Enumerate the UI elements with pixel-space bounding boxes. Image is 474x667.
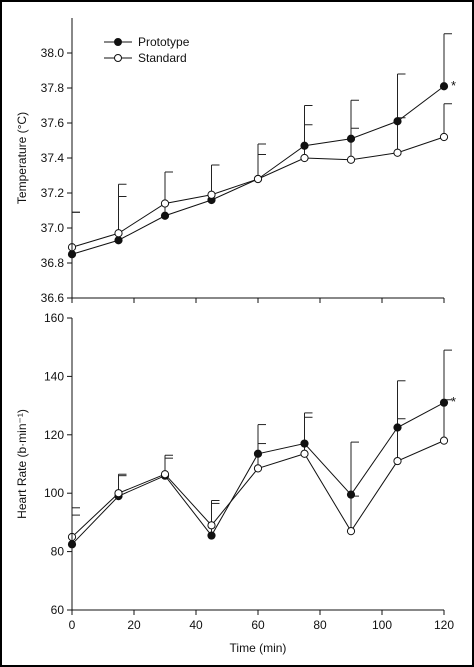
heart-rate-standard-data-point — [114, 489, 123, 498]
legend-label-prototype: Prototype — [138, 35, 190, 49]
temperature-y-tick-label: 38.0 — [41, 46, 65, 60]
temperature-standard-data-point — [114, 229, 123, 238]
temperature-standard-data-point — [439, 132, 449, 142]
heart-rate-standard-data-point — [439, 436, 449, 445]
heart-rate-x-tick-label: 80 — [313, 618, 327, 632]
legend-label-standard: Standard — [138, 51, 187, 65]
heart-rate-standard-data-point — [393, 456, 402, 466]
legend-marker-prototype — [114, 38, 122, 46]
heart-rate-y-tick-label: 60 — [51, 603, 65, 617]
heart-rate-standard-data-point — [207, 521, 216, 530]
temperature-significance-mark: * — [451, 78, 456, 93]
time-axis-title: Time (min) — [230, 641, 287, 655]
temperature-standard-data-point — [393, 148, 402, 157]
heart-rate-standard-data-point — [346, 527, 356, 536]
heart-rate-significance-mark: * — [451, 394, 456, 409]
temperature-standard-data-point — [160, 199, 170, 208]
temperature-y-tick-label: 37.8 — [41, 81, 65, 95]
temperature-y-tick-label: 36.6 — [41, 291, 65, 305]
heart-rate-y-tick-label: 120 — [44, 428, 64, 442]
temperature-panel: 36.6 36.8 37.0 37.2 37.4 37.6 37.8 38.0 Prototy… — [15, 18, 456, 305]
temperature-prototype-data-point — [393, 117, 402, 126]
legend-marker-standard — [114, 54, 122, 62]
temperature-y-tick-label: 36.8 — [41, 256, 65, 270]
heart-rate-prototype-data-point — [439, 398, 449, 407]
temperature-axis-title: Temperature (°C) — [15, 112, 29, 204]
heart-rate-y-tick-label: 160 — [44, 311, 64, 325]
heart-rate-x-tick-label: 100 — [372, 618, 392, 632]
temperature-y-tick-label: 37.6 — [41, 116, 65, 130]
temperature-standard-data-point — [346, 155, 356, 164]
heart-rate-axis-title: Heart Rate (b·min⁻¹) — [15, 409, 29, 519]
heart-rate-prototype-data-point — [393, 423, 402, 432]
heart-rate-prototype-data-point — [300, 439, 309, 448]
heart-rate-x-tick-label: 40 — [189, 618, 203, 632]
temperature-standard-data-point — [300, 153, 309, 163]
heart-rate-standard-data-point — [253, 464, 263, 473]
heart-rate-x-tick-label: 120 — [434, 618, 454, 632]
heart-rate-y-tick-label: 140 — [44, 369, 64, 383]
temperature-standard-data-point — [207, 190, 216, 199]
heart-rate-y-tick-label: 80 — [51, 545, 65, 559]
temperature-prototype-data-point — [439, 82, 449, 91]
heart-rate-standard-data-point — [160, 470, 170, 479]
legend: Prototype Standard — [104, 35, 190, 65]
temperature-standard-data-point — [253, 174, 263, 184]
heart-rate-x-tick-label: 60 — [251, 618, 265, 632]
heart-rate-x-tick-label: 0 — [69, 618, 76, 632]
heart-rate-panel: 60 80 100 120 140 160 0 20 40 60 80 100 120 Heart Ra… — [15, 311, 456, 655]
temperature-y-tick-label: 37.0 — [41, 221, 65, 235]
heart-rate-prototype-data-point — [346, 490, 356, 499]
heart-rate-prototype-data-point — [207, 531, 216, 540]
heart-rate-y-tick-label: 100 — [44, 486, 64, 500]
heart-rate-x-tick-label: 20 — [127, 618, 141, 632]
heart-rate-standard-data-point — [300, 449, 309, 458]
temperature-prototype-data-point — [300, 141, 309, 150]
temperature-prototype-data-point — [346, 134, 356, 143]
temperature-y-tick-label: 37.2 — [41, 186, 65, 200]
temperature-prototype-data-point — [160, 211, 170, 220]
temperature-y-tick-label: 37.4 — [41, 151, 65, 165]
temperature-prototype-data-point — [114, 236, 123, 245]
heart-rate-prototype-data-point — [253, 449, 263, 458]
